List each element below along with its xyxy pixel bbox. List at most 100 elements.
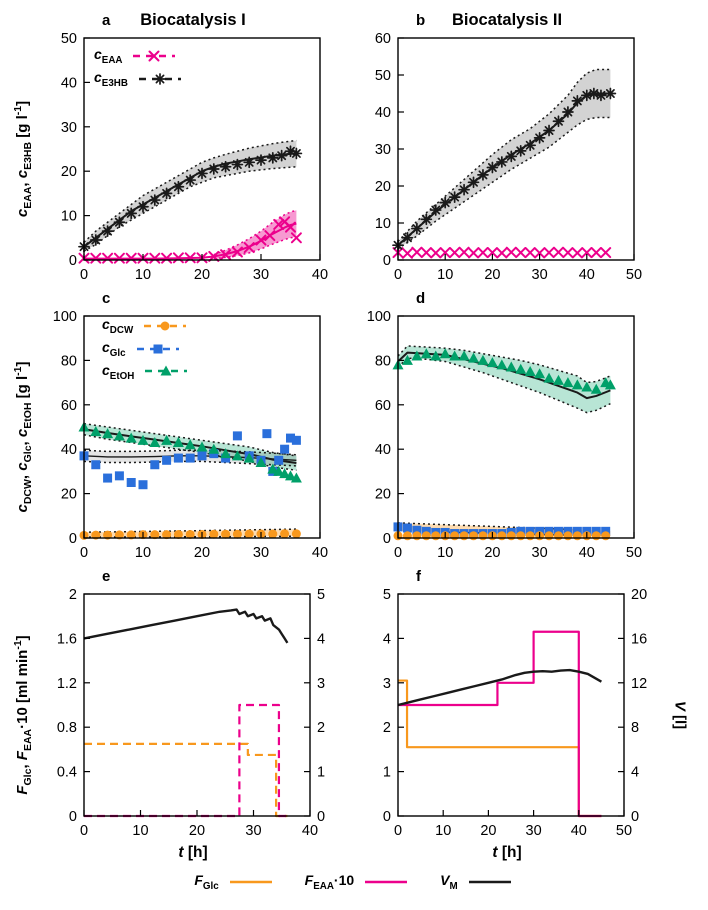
row-3-feeds-volume: FGlc, FEAA·10 [ml min-1] 0 10 20 30 40 0 0.4 0.…	[6, 586, 702, 844]
legend-entry-label: VM	[440, 872, 458, 892]
svg-text:0: 0	[383, 253, 391, 269]
panel-c-chart: 0 10 20 30 40 0 20 40 60 80 100 cDCW cGlc cEtOH	[40, 308, 346, 566]
legend-entry: cE3HB	[94, 69, 184, 89]
svg-text:10: 10	[437, 545, 453, 561]
svg-text:0: 0	[383, 531, 391, 547]
svg-text:10: 10	[135, 545, 151, 561]
figure: a Biocatalysis I b Biocatalysis II cEAA,…	[6, 11, 702, 892]
svg-text:40: 40	[375, 442, 391, 458]
panel-letter-f: f	[416, 568, 421, 585]
svg-text:4: 4	[631, 765, 639, 781]
legend-entry: cEtOH	[102, 361, 190, 382]
svg-text:10: 10	[61, 209, 77, 225]
svg-text:20: 20	[375, 487, 391, 503]
legend-entry-label: cEtOH	[102, 361, 135, 382]
legend-entry-label: cGlc	[102, 338, 126, 359]
svg-text:30: 30	[61, 120, 77, 136]
svg-text:2: 2	[69, 587, 77, 603]
legend-entry-label: cDCW	[102, 316, 134, 336]
svg-text:3: 3	[383, 676, 391, 692]
svg-text:0: 0	[394, 267, 402, 283]
svg-text:60: 60	[375, 31, 391, 47]
panel-f-chart: 0 10 20 30 40 50 0 1 2 3 4 5 0 4 8 12 16 20	[354, 586, 660, 844]
svg-text:10: 10	[135, 267, 151, 283]
legend-entry: VM	[440, 872, 514, 892]
legend-entry-label: FGlc	[194, 872, 219, 892]
svg-text:20: 20	[194, 267, 210, 283]
legend-sample-line	[229, 880, 272, 884]
svg-text:0: 0	[80, 823, 88, 839]
svg-text:0: 0	[69, 531, 77, 547]
svg-text:1.2: 1.2	[57, 676, 77, 692]
svg-text:30: 30	[253, 545, 269, 561]
panel-e-chart: 0 10 20 30 40 0 0.4 0.8 1.2 1.6 2 0 1 2 3 4 5	[40, 586, 346, 844]
svg-text:60: 60	[61, 398, 77, 414]
svg-text:40: 40	[579, 267, 595, 283]
legend-entry: FGlc	[194, 872, 274, 892]
legend-entry-label: cEAA	[94, 46, 123, 66]
panel-a-legend: cEAA cE3HB	[94, 46, 184, 89]
svg-text:20: 20	[189, 823, 205, 839]
legend-sample-circle	[144, 321, 187, 331]
svg-text:0: 0	[80, 545, 88, 561]
svg-text:100: 100	[367, 309, 391, 325]
svg-text:80: 80	[61, 353, 77, 369]
panel-letter-b: b	[416, 12, 426, 29]
svg-text:10: 10	[132, 823, 148, 839]
svg-text:20: 20	[194, 545, 210, 561]
legend-entry-label: cE3HB	[94, 68, 128, 89]
svg-text:50: 50	[616, 823, 632, 839]
svg-text:1.6: 1.6	[57, 631, 77, 647]
svg-text:1: 1	[383, 765, 391, 781]
svg-text:40: 40	[61, 442, 77, 458]
letters-row-ef: e f	[6, 566, 702, 586]
svg-text:80: 80	[375, 353, 391, 369]
svg-text:10: 10	[375, 216, 391, 232]
y-axis-label-products: cEAA, cE3HB [g l-1]	[12, 100, 34, 218]
svg-text:20: 20	[61, 487, 77, 503]
x-axis-label-right: t [h]	[492, 844, 522, 861]
svg-text:30: 30	[532, 545, 548, 561]
svg-text:0: 0	[69, 253, 77, 269]
chart-svg-b: 0 10 20 30 40 50 0 10 20 30 40 50 60	[375, 31, 642, 283]
x-axis-labels-row: t [h] t [h]	[6, 844, 702, 866]
y-axis-label-biomass-substrates: cDCW, cGlc, cEtOH [g l-1]	[12, 361, 34, 513]
panel-letter-d: d	[416, 290, 426, 307]
chart-svg-c: 0 10 20 30 40 0 20 40 60 80 100	[53, 309, 328, 561]
legend-entry: FEAA·10	[305, 872, 410, 892]
svg-text:20: 20	[484, 545, 500, 561]
panel-letter-a: a	[102, 12, 111, 29]
column-title-biocatalysis-2: Biocatalysis II	[451, 11, 563, 29]
svg-text:0: 0	[631, 809, 639, 825]
svg-text:20: 20	[480, 823, 496, 839]
legend-sample-asterisk	[138, 72, 181, 85]
svg-text:100: 100	[53, 309, 77, 325]
svg-text:30: 30	[532, 267, 548, 283]
y-axis-label-volume: V [l]	[671, 700, 689, 730]
svg-text:30: 30	[245, 823, 261, 839]
panel-letter-c: c	[102, 290, 111, 307]
svg-text:10: 10	[437, 267, 453, 283]
y-axis-label-feed-rates: FGlc, FEAA·10 [ml min-1]	[12, 635, 34, 795]
svg-text:2: 2	[383, 720, 391, 736]
svg-text:50: 50	[626, 267, 642, 283]
letters-row-cd: c d	[6, 288, 702, 308]
svg-text:4: 4	[317, 631, 325, 647]
column-title-biocatalysis-1: Biocatalysis I	[140, 11, 246, 29]
svg-text:50: 50	[375, 68, 391, 84]
svg-text:5: 5	[383, 587, 391, 603]
svg-text:8: 8	[631, 720, 639, 736]
svg-text:40: 40	[312, 267, 328, 283]
svg-text:60: 60	[375, 398, 391, 414]
svg-text:10: 10	[435, 823, 451, 839]
svg-text:12: 12	[631, 676, 647, 692]
svg-text:3: 3	[317, 676, 325, 692]
svg-text:20: 20	[631, 587, 647, 603]
svg-text:30: 30	[526, 823, 542, 839]
legend-entry: cDCW	[102, 316, 190, 336]
legend-entry: cEAA	[94, 46, 184, 66]
svg-text:0: 0	[80, 267, 88, 283]
svg-text:0: 0	[394, 823, 402, 839]
